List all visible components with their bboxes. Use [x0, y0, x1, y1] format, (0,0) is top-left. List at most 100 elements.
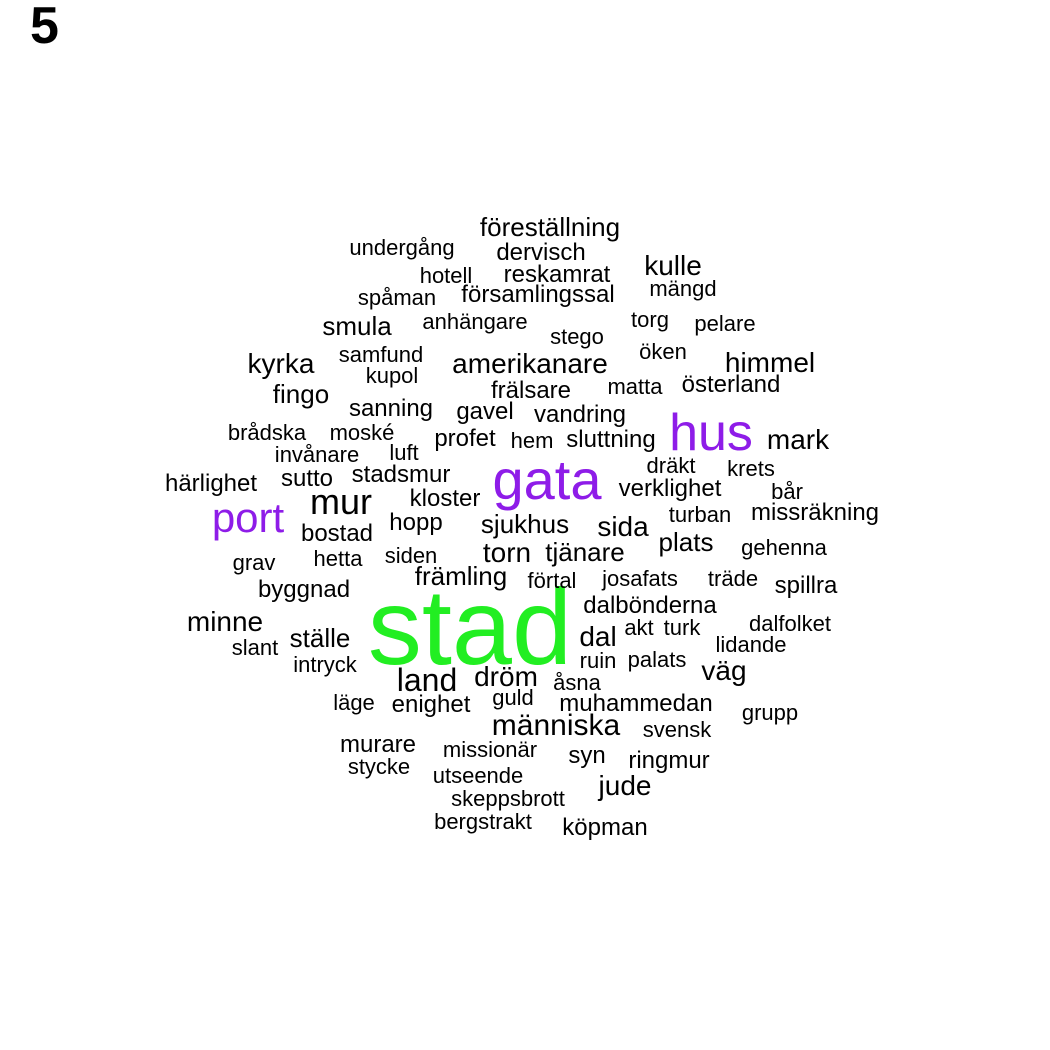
word-0: stad	[367, 566, 573, 687]
word-97: skeppsbrott	[451, 786, 565, 811]
word-68: minne	[186, 606, 264, 637]
word-87: grupp	[741, 700, 799, 725]
word-40: krets	[727, 456, 775, 481]
word-2: hus	[669, 404, 753, 462]
word-26: matta	[607, 374, 663, 399]
word-99: köpman	[562, 814, 648, 841]
word-11: församlingssal	[461, 281, 615, 308]
word-25: frälsare	[490, 377, 572, 404]
word-20: kyrka	[247, 348, 315, 379]
word-39: dräkt	[646, 453, 696, 478]
word-33: profet	[434, 425, 496, 452]
word-82: åsna	[553, 670, 601, 695]
word-9: kulle	[644, 250, 702, 281]
word-7: hotell	[419, 263, 473, 288]
word-23: kupol	[365, 363, 419, 388]
word-1: gata	[492, 448, 602, 511]
word-70: turk	[663, 615, 701, 640]
word-38: luft	[389, 440, 419, 465]
word-6: dervisch	[496, 239, 586, 266]
word-8: reskamrat	[503, 261, 611, 288]
word-30: vandring	[533, 401, 627, 428]
word-44: verklighet	[618, 475, 722, 502]
word-4: föreställning	[479, 212, 621, 242]
word-98: bergstrakt	[434, 809, 532, 834]
word-56: grav	[232, 550, 276, 575]
word-74: lidande	[715, 632, 787, 657]
word-41: härlighet	[164, 470, 258, 497]
word-91: missionär	[442, 737, 538, 762]
word-83: guld	[492, 685, 534, 710]
word-75: slant	[231, 635, 279, 660]
word-37: invånare	[274, 442, 360, 467]
word-63: josafats	[602, 566, 678, 591]
word-27: österland	[681, 371, 781, 398]
word-55: gehenna	[741, 535, 827, 560]
word-54: plats	[658, 527, 714, 557]
word-95: utseende	[432, 763, 524, 788]
word-28: sanning	[348, 395, 434, 422]
word-67: dalbönderna	[583, 592, 717, 619]
word-19: öken	[639, 339, 687, 364]
word-71: dalfolket	[749, 611, 831, 636]
word-76: ruin	[579, 648, 617, 673]
word-31: brådska	[227, 420, 307, 445]
word-81: dröm	[474, 661, 538, 692]
word-42: sutto	[280, 465, 334, 492]
word-32: moské	[329, 420, 395, 445]
word-88: människa	[491, 709, 621, 742]
word-85: enighet	[391, 691, 471, 718]
word-79: väg	[701, 655, 747, 686]
word-21: amerikanare	[452, 348, 608, 379]
word-16: pelare	[694, 311, 756, 336]
panel-label: 5	[30, 0, 59, 55]
word-10: spåman	[357, 285, 437, 310]
word-96: jude	[598, 770, 652, 801]
word-77: palats	[627, 647, 687, 672]
word-15: torg	[631, 307, 669, 332]
word-90: murare	[339, 731, 417, 758]
word-78: intryck	[293, 652, 357, 677]
word-3: port	[211, 494, 285, 541]
word-49: missräkning	[750, 499, 880, 526]
word-94: stycke	[347, 754, 411, 779]
word-46: mur	[310, 481, 372, 522]
word-5: undergång	[349, 235, 455, 260]
word-69: akt	[624, 615, 654, 640]
word-47: kloster	[409, 485, 481, 512]
word-57: hetta	[313, 546, 363, 571]
word-13: smula	[322, 311, 392, 341]
word-50: hopp	[389, 509, 443, 536]
word-22: himmel	[724, 347, 816, 378]
word-66: byggnad	[257, 576, 351, 603]
word-17: stego	[550, 324, 604, 349]
word-61: främling	[414, 561, 508, 591]
word-29: gavel	[456, 398, 514, 425]
word-73: dal	[579, 621, 617, 652]
word-59: torn	[482, 537, 532, 568]
word-36: mark	[766, 424, 830, 455]
word-14: anhängare	[422, 309, 528, 334]
word-72: ställe	[289, 623, 351, 653]
word-43: stadsmur	[351, 461, 451, 488]
word-12: mängd	[649, 276, 717, 301]
word-64: träde	[707, 566, 759, 591]
word-80: land	[396, 662, 458, 698]
word-53: bostad	[300, 520, 374, 547]
word-86: muhammedan	[559, 690, 713, 717]
word-60: tjänare	[545, 537, 625, 567]
word-45: bår	[771, 479, 803, 504]
word-92: syn	[568, 742, 606, 769]
word-51: sjukhus	[480, 509, 570, 539]
word-65: spillra	[774, 572, 838, 599]
word-52: sida	[597, 511, 649, 542]
word-62: förtal	[527, 568, 577, 593]
word-84: läge	[333, 690, 375, 715]
word-93: ringmur	[628, 747, 710, 774]
word-18: samfund	[338, 342, 424, 367]
word-89: svensk	[642, 717, 712, 742]
word-35: sluttning	[566, 426, 656, 453]
word-58: siden	[384, 543, 438, 568]
word-24: fingo	[272, 379, 330, 409]
